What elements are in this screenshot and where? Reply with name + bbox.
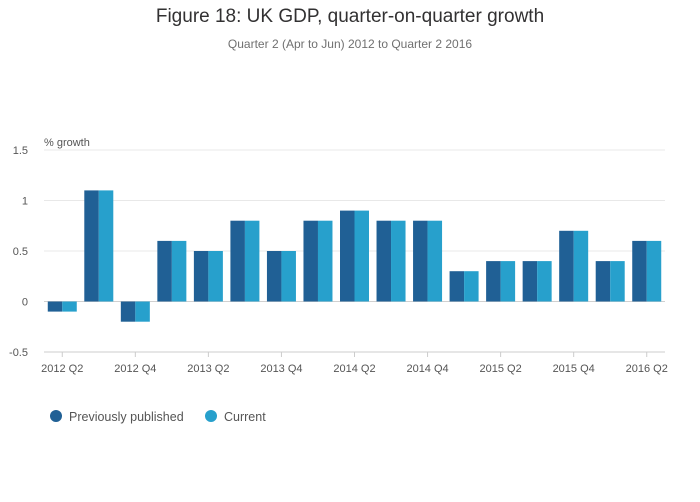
bar-current (244, 220, 260, 302)
chart-subtitle: Quarter 2 (Apr to Jun) 2012 to Quarter 2… (227, 37, 473, 51)
bar-current (281, 251, 296, 302)
bar-previously-published (230, 220, 245, 302)
bar-current (62, 301, 77, 312)
legend-label-current[interactable]: Current (224, 410, 266, 424)
bar-previously-published (486, 261, 501, 302)
y-tick-label: 1 (22, 196, 28, 208)
legend-marker-previously-published[interactable] (50, 410, 62, 422)
x-tick-label: 2014 Q4 (406, 363, 448, 375)
bar-previously-published (193, 251, 209, 302)
y-tick-label: 0.5 (13, 246, 28, 258)
bar-previously-published (595, 261, 611, 302)
bar-current (98, 190, 114, 302)
bar-current (171, 240, 187, 302)
bar-current (354, 210, 369, 302)
bar-current (317, 220, 333, 302)
bar-current (135, 301, 150, 322)
x-tick-label: 2015 Q2 (480, 363, 522, 375)
bar-current (573, 230, 589, 302)
x-tick-label: 2013 Q4 (260, 363, 302, 375)
bar-previously-published (376, 220, 392, 302)
legend-marker-current[interactable] (205, 410, 217, 422)
bar-previously-published (47, 301, 63, 312)
bar-previously-published (266, 251, 282, 302)
bar-previously-published (632, 240, 647, 302)
x-tick-label: 2013 Q2 (187, 363, 229, 375)
bar-current (208, 251, 223, 302)
bar-previously-published (157, 240, 172, 302)
bar-previously-published (84, 190, 99, 302)
x-tick-label: 2014 Q2 (333, 363, 375, 375)
x-tick-label: 2012 Q2 (41, 363, 83, 375)
x-tick-label: 2012 Q4 (114, 363, 156, 375)
bar-current (610, 261, 625, 302)
bar-current (500, 261, 516, 302)
y-tick-label: 1.5 (13, 145, 28, 157)
bar-previously-published (303, 220, 318, 302)
bar-current (537, 261, 552, 302)
legend-label-previously-published[interactable]: Previously published (69, 410, 184, 424)
bar-previously-published (413, 220, 428, 302)
y-tick-label: 0 (22, 297, 28, 309)
bar-current (427, 220, 443, 302)
x-tick-label: 2015 Q4 (553, 363, 595, 375)
bar-previously-published (449, 271, 465, 302)
bar-current (391, 220, 406, 302)
bar-previously-published (522, 261, 538, 302)
bar-current (646, 240, 662, 302)
y-tick-label: -0.5 (9, 347, 28, 359)
chart-title: Figure 18: UK GDP, quarter-on-quarter gr… (155, 6, 545, 27)
bar-current (464, 271, 479, 302)
bar-previously-published (120, 301, 136, 322)
x-tick-label: 2016 Q2 (626, 363, 668, 375)
bar-previously-published (340, 210, 355, 302)
y-axis-label: % growth (44, 137, 90, 149)
bar-previously-published (559, 230, 574, 302)
